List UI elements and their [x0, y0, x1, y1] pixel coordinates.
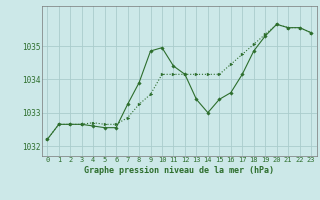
X-axis label: Graphe pression niveau de la mer (hPa): Graphe pression niveau de la mer (hPa) [84, 166, 274, 175]
